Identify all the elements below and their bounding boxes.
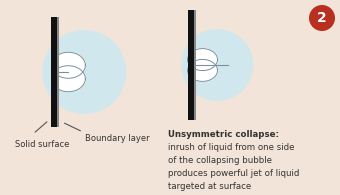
Circle shape — [309, 5, 335, 31]
Circle shape — [181, 29, 253, 101]
Polygon shape — [51, 52, 85, 78]
Bar — [193, 10, 196, 120]
Text: produces powerful jet of liquid: produces powerful jet of liquid — [168, 169, 300, 178]
Text: of the collapsing bubble: of the collapsing bubble — [168, 156, 272, 165]
Bar — [56, 17, 59, 127]
Bar — [188, 10, 196, 120]
Text: Unsymmetric collapse:: Unsymmetric collapse: — [168, 130, 279, 139]
Text: inrush of liquid from one side: inrush of liquid from one side — [168, 143, 294, 152]
Polygon shape — [51, 66, 85, 92]
Circle shape — [42, 30, 126, 114]
Polygon shape — [187, 59, 218, 81]
Polygon shape — [187, 49, 218, 71]
Text: 2: 2 — [317, 11, 327, 25]
Text: targeted at surface: targeted at surface — [168, 182, 251, 191]
Text: Solid surface: Solid surface — [15, 140, 69, 149]
Text: Boundary layer: Boundary layer — [85, 134, 150, 143]
Bar — [51, 17, 59, 127]
